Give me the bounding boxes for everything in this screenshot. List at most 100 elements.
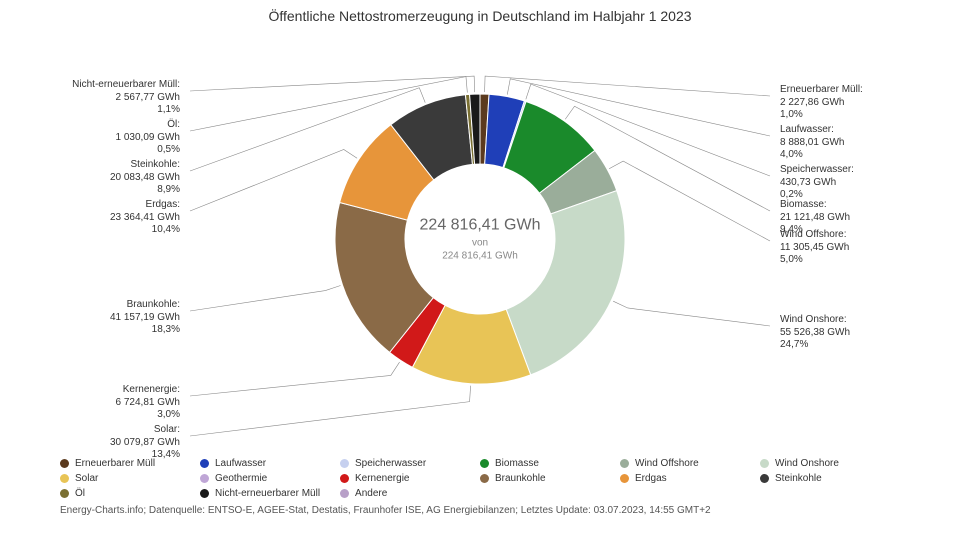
leader-line	[613, 301, 770, 326]
leader-line	[190, 150, 357, 211]
legend-swatch	[620, 459, 629, 468]
slice-label-name: Öl:	[167, 119, 180, 130]
slice-label: Braunkohle: 41 157,19 GWh18,3%	[110, 299, 180, 337]
chart-area: 224 816,41 GWh von 224 816,41 GWh Erneue…	[0, 24, 960, 454]
slice-label: Speicherwasser:430,73 GWh0,2%	[780, 164, 854, 202]
leader-line	[190, 285, 341, 311]
slice-label-pct: 24,7%	[780, 339, 808, 350]
slice-label-value: 11 305,45 GWh	[780, 242, 849, 253]
legend-label: Geothermie	[215, 473, 267, 484]
legend-item[interactable]: Öl	[60, 488, 180, 499]
slice-label: Erneuerbarer Müll:2 227,86 GWh1,0%	[780, 84, 863, 122]
slice-label: Solar: 30 079,87 GWh13,4%	[110, 424, 180, 462]
legend-item[interactable]: Solar	[60, 473, 180, 484]
legend-swatch	[200, 459, 209, 468]
legend-swatch	[340, 459, 349, 468]
slice-label-name: Steinkohle:	[131, 159, 180, 170]
slice-label-value: 1 030,09 GWh	[116, 132, 180, 143]
legend-item[interactable]: Braunkohle	[480, 473, 600, 484]
slice-label-name: Biomasse:	[780, 199, 827, 210]
legend-item[interactable]: Laufwasser	[200, 458, 320, 469]
slice-label-name: Solar:	[154, 424, 180, 435]
slice-label: Wind Offshore: 11 305,45 GWh5,0%	[780, 229, 849, 267]
legend-item[interactable]: Geothermie	[200, 473, 320, 484]
slice-label: Erdgas: 23 364,41 GWh10,4%	[110, 199, 180, 237]
slice-label-value: 8 888,01 GWh	[780, 137, 844, 148]
slice-label-pct: 5,0%	[780, 254, 803, 265]
legend-label: Nicht-erneuerbarer Müll	[215, 488, 320, 499]
legend-swatch	[340, 489, 349, 498]
slice-label-value: 20 083,48 GWh	[110, 172, 180, 183]
slice-label-value: 2 567,77 GWh	[116, 92, 180, 103]
legend-label: Laufwasser	[215, 458, 266, 469]
legend-swatch	[480, 459, 489, 468]
legend-label: Braunkohle	[495, 473, 546, 484]
slice-label-pct: 8,9%	[157, 184, 180, 195]
legend-label: Andere	[355, 488, 387, 499]
chart-center-label: 224 816,41 GWh von 224 816,41 GWh	[420, 216, 541, 263]
chart-title: Öffentliche Nettostromerzeugung in Deuts…	[0, 0, 960, 24]
slice-label: Kernenergie: 6 724,81 GWh3,0%	[116, 384, 180, 422]
center-sub: von 224 816,41 GWh	[420, 236, 541, 262]
legend-item[interactable]: Kernenergie	[340, 473, 460, 484]
slice-label-pct: 3,0%	[157, 409, 180, 420]
slice-label-name: Nicht-erneuerbarer Müll:	[72, 79, 180, 90]
slice-label-value: 21 121,48 GWh	[780, 212, 850, 223]
slice-label-name: Wind Onshore:	[780, 314, 847, 325]
legend-swatch	[340, 474, 349, 483]
legend-swatch	[760, 474, 769, 483]
slice-label: Nicht-erneuerbarer Müll: 2 567,77 GWh1,1%	[72, 79, 180, 117]
leader-line	[190, 362, 400, 396]
slice-label-pct: 18,3%	[152, 324, 180, 335]
slice-label: Laufwasser: 8 888,01 GWh4,0%	[780, 124, 844, 162]
slice-label-pct: 1,1%	[157, 104, 180, 115]
legend-label: Erdgas	[635, 473, 667, 484]
leader-line	[190, 76, 475, 92]
legend-label: Solar	[75, 473, 98, 484]
legend-swatch	[60, 474, 69, 483]
legend-label: Wind Offshore	[635, 458, 699, 469]
legend-item[interactable]: Speicherwasser	[340, 458, 460, 469]
slice-label: Wind Onshore:55 526,38 GWh24,7%	[780, 314, 850, 352]
legend-swatch	[620, 474, 629, 483]
slice-label-name: Braunkohle:	[127, 299, 180, 310]
slice-label-value: 6 724,81 GWh	[116, 397, 180, 408]
slice-label-value: 430,73 GWh	[780, 177, 836, 188]
legend-item[interactable]: Nicht-erneuerbarer Müll	[200, 488, 320, 499]
legend-label: Kernenergie	[355, 473, 409, 484]
slice-label-name: Speicherwasser:	[780, 164, 854, 175]
slice-label-name: Laufwasser:	[780, 124, 834, 135]
legend-swatch	[60, 489, 69, 498]
slice-label-name: Kernenergie:	[123, 384, 180, 395]
slice-label-pct: 10,4%	[152, 224, 180, 235]
slice-label-value: 41 157,19 GWh	[110, 312, 180, 323]
legend-swatch	[760, 459, 769, 468]
legend-label: Wind Onshore	[775, 458, 839, 469]
slice-label-pct: 13,4%	[152, 449, 180, 460]
slice-label-value: 30 079,87 GWh	[110, 437, 180, 448]
slice-label: Steinkohle: 20 083,48 GWh8,9%	[110, 159, 180, 197]
slice-label-value: 2 227,86 GWh	[780, 97, 844, 108]
legend-swatch	[200, 474, 209, 483]
slice-label: Öl:1 030,09 GWh0,5%	[116, 119, 180, 157]
legend-item[interactable]: Steinkohle	[760, 473, 880, 484]
slice-label-name: Erdgas:	[146, 199, 180, 210]
legend-label: Öl	[75, 488, 85, 499]
legend-swatch	[480, 474, 489, 483]
legend-item[interactable]: Biomasse	[480, 458, 600, 469]
legend-label: Speicherwasser	[355, 458, 426, 469]
center-total: 224 816,41 GWh	[420, 216, 541, 237]
legend-item[interactable]: Wind Offshore	[620, 458, 740, 469]
legend-item[interactable]: Andere	[340, 488, 460, 499]
leader-line	[609, 161, 770, 241]
legend-swatch	[200, 489, 209, 498]
legend-label: Biomasse	[495, 458, 539, 469]
slice-label-name: Wind Offshore:	[780, 229, 847, 240]
slice-label-value: 23 364,41 GWh	[110, 212, 180, 223]
footer-attribution: Energy-Charts.info; Datenquelle: ENTSO-E…	[0, 501, 960, 516]
legend-item[interactable]: Erdgas	[620, 473, 740, 484]
legend-label: Steinkohle	[775, 473, 822, 484]
slice-label-pct: 4,0%	[780, 149, 803, 160]
legend-item[interactable]: Wind Onshore	[760, 458, 880, 469]
leader-line	[190, 386, 471, 436]
